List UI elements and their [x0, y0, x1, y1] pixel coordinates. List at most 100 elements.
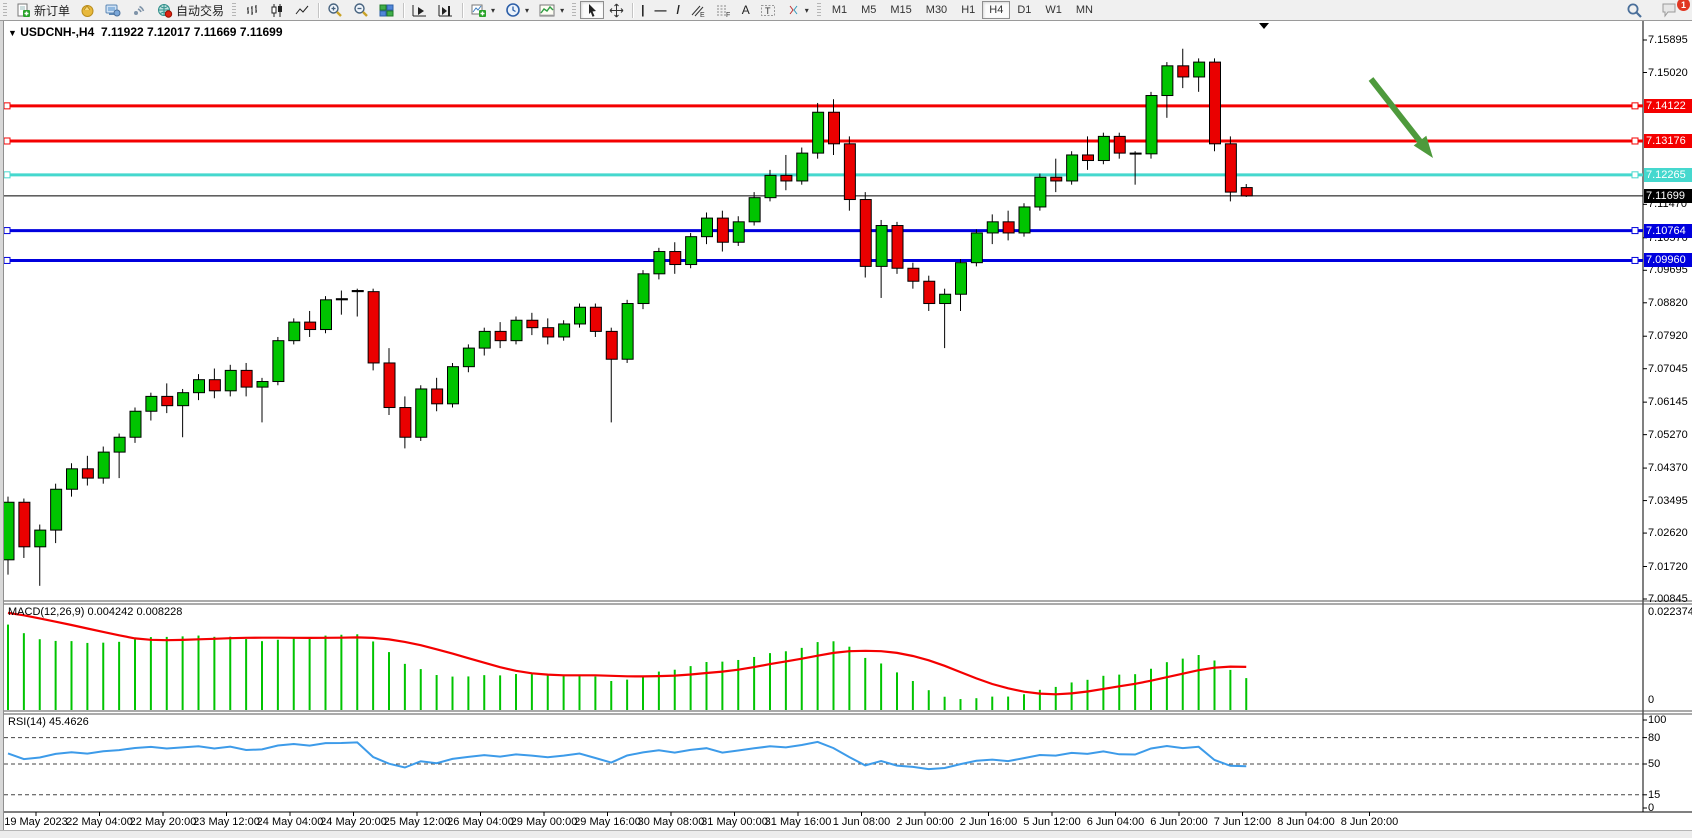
line-handle[interactable] — [3, 171, 11, 179]
rsi-line — [7, 740, 1247, 771]
cursor-tool-button[interactable] — [580, 1, 605, 19]
candle-body — [716, 217, 729, 243]
line-handle[interactable] — [1631, 256, 1639, 264]
macd-histogram-bar — [626, 679, 629, 710]
timeframe-MN[interactable]: MN — [1069, 1, 1100, 19]
vertical-line-tool-button[interactable]: | — [636, 1, 649, 19]
new-chart-button[interactable]: ▾ — [466, 1, 500, 19]
notifications-button[interactable]: 1 — [1656, 0, 1690, 19]
channel-tool-button[interactable]: E — [685, 1, 711, 19]
candlestick-mode-button[interactable] — [265, 1, 290, 19]
macd-histogram-bar — [134, 639, 136, 710]
line-handle[interactable] — [1631, 171, 1639, 179]
macd-histogram-bar — [1245, 678, 1248, 710]
horizontal-line-tool-button[interactable]: — — [649, 1, 671, 19]
virtual-hosting-button[interactable] — [100, 1, 126, 19]
fibonacci-tool-button[interactable]: F — [711, 1, 737, 19]
fibonacci-icon: F — [716, 5, 730, 18]
macd-histogram-bar — [197, 635, 200, 710]
macd-histogram-bar — [816, 642, 819, 710]
line-handle[interactable] — [3, 256, 11, 264]
arrows-icon — [789, 5, 798, 14]
timeframe-H1[interactable]: H1 — [954, 1, 982, 19]
trend-arrow-head[interactable] — [1413, 135, 1433, 158]
candle-body — [1082, 154, 1094, 162]
candle-body — [669, 251, 682, 266]
toolbar-grip[interactable] — [232, 3, 237, 17]
candle-body — [748, 197, 761, 223]
candle-body — [970, 232, 983, 264]
macd-histogram-bar — [467, 676, 470, 710]
auto-scroll-button[interactable] — [407, 1, 433, 19]
line-handle[interactable] — [1631, 227, 1639, 235]
periods-button[interactable]: ▾ — [500, 1, 534, 19]
macd-histogram-bar — [1150, 668, 1152, 710]
trendline-tool-button[interactable]: / — [671, 1, 684, 19]
chart-title: ▼ USDCNH-,H4 7.11922 7.12017 7.11669 7.1… — [8, 25, 283, 39]
timeframe-D1[interactable]: D1 — [1010, 1, 1038, 19]
macd-histogram-bar — [451, 676, 454, 710]
timeframe-W1[interactable]: W1 — [1038, 1, 1069, 19]
toolbar-grip[interactable] — [816, 3, 821, 17]
candle-body — [637, 273, 650, 305]
timeframe-M30[interactable]: M30 — [919, 1, 954, 19]
bar-chart-mode-button[interactable] — [240, 1, 265, 19]
macd-histogram-bar — [483, 675, 486, 710]
candle-body — [431, 388, 444, 405]
candle-body — [1145, 95, 1158, 155]
symbol-dropdown-marker[interactable]: ▼ — [8, 28, 17, 38]
candle-body — [701, 217, 713, 238]
date-label: 8 Jun 04:00 — [1277, 816, 1335, 828]
line-chart-mode-button[interactable] — [290, 1, 315, 19]
chart-shift-marker[interactable] — [1259, 23, 1269, 29]
new-order-button[interactable]: 新订单 — [11, 1, 75, 19]
date-label: 5 Jun 12:00 — [1023, 816, 1081, 828]
trendline-icon: / — [676, 3, 680, 17]
line-handle[interactable] — [1631, 102, 1639, 110]
chart-left-border — [0, 21, 4, 830]
text-label-tool-button[interactable]: T — [755, 1, 781, 19]
price-tick-label: 7.02620 — [1648, 527, 1688, 540]
line-handle[interactable] — [3, 137, 11, 145]
crosshair-tool-button[interactable] — [604, 1, 629, 19]
candle-body — [97, 451, 110, 479]
macd-histogram-bar — [435, 675, 438, 710]
timeframe-M1[interactable]: M1 — [825, 1, 854, 19]
candle-body — [367, 291, 380, 364]
text-tool-button[interactable]: A — [737, 1, 755, 19]
zoom-out-button[interactable] — [348, 1, 374, 19]
candle-body — [415, 388, 428, 438]
candle-body — [764, 174, 777, 199]
periods-caret: ▾ — [525, 5, 530, 15]
candle-body — [621, 303, 634, 360]
arrows-tool-button[interactable]: ▾ — [781, 1, 814, 19]
timeframe-M15[interactable]: M15 — [883, 1, 918, 19]
auto-trading-button[interactable]: 自动交易 — [152, 1, 229, 19]
candle-body — [34, 529, 47, 548]
toolbar-grip[interactable] — [572, 3, 577, 17]
signals-button[interactable] — [126, 1, 152, 19]
macd-histogram-bar — [737, 659, 740, 710]
search-button[interactable] — [1621, 1, 1648, 19]
date-label: 31 May 00:00 — [701, 816, 768, 828]
trend-arrow[interactable] — [1368, 77, 1428, 151]
chat-icon — [1662, 3, 1676, 18]
line-handle[interactable] — [3, 227, 11, 235]
macd-histogram-bar — [927, 690, 930, 710]
rsi-axis-label: 0 — [1648, 802, 1655, 814]
tile-windows-button[interactable] — [374, 1, 400, 19]
line-handle[interactable] — [1631, 137, 1639, 145]
macd-histogram-bar — [673, 669, 676, 710]
tile-windows-icon — [379, 4, 394, 16]
vertical-line-icon: | — [641, 3, 645, 17]
candle-body — [558, 323, 571, 338]
timeframe-M5[interactable]: M5 — [854, 1, 883, 19]
toolbar-grip[interactable] — [3, 3, 7, 17]
timeframe-H4[interactable]: H4 — [982, 1, 1011, 19]
templates-button[interactable]: ▾ — [534, 1, 569, 19]
chart-shift-button[interactable] — [433, 1, 459, 19]
mql-community-button[interactable] — [75, 1, 100, 19]
zoom-in-button[interactable] — [322, 1, 348, 19]
line-handle[interactable] — [3, 102, 11, 110]
